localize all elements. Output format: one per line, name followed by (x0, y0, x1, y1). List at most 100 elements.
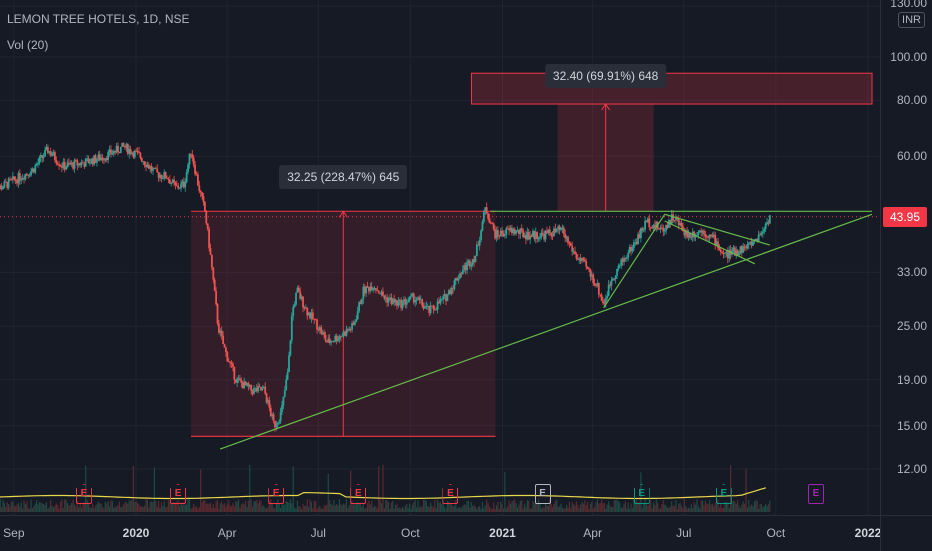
candle-body (377, 290, 380, 294)
candle-body (513, 229, 516, 234)
earnings-marker[interactable]: E (442, 484, 459, 504)
earnings-marker[interactable]: E (170, 484, 187, 504)
chart-canvas[interactable] (0, 0, 880, 515)
candle-body (487, 213, 489, 219)
volume-bar (665, 505, 667, 512)
volume-bar (532, 501, 534, 512)
volume-bar (669, 506, 671, 512)
candle-body (93, 155, 96, 165)
candle-body (677, 219, 680, 226)
candle-body (537, 238, 540, 240)
earnings-marker[interactable]: E (633, 484, 650, 504)
volume-bar (580, 504, 582, 512)
earnings-marker[interactable]: E (534, 484, 551, 504)
candle-body (618, 265, 621, 267)
candle-body (355, 319, 358, 322)
candle-body (363, 286, 366, 294)
volume-bar (758, 508, 760, 512)
chart-plot-area[interactable]: LEMON TREE HOTELS, 1D, NSE Vol (20) 32.2… (0, 0, 880, 515)
candle-body (166, 178, 168, 180)
volume-bar (202, 499, 205, 512)
volume-bar (751, 504, 753, 512)
earnings-marker[interactable]: E (715, 484, 732, 504)
price-axis[interactable]: INR 43.95 130.00 100.00 80.00 60.00 33.00 25.… (880, 0, 932, 515)
candle-body (499, 230, 502, 237)
earnings-marker[interactable]: E (75, 484, 92, 504)
candle-body (543, 233, 546, 240)
candle-body (604, 298, 607, 304)
volume-bar (326, 504, 328, 512)
axis-corner (880, 515, 932, 551)
volume-bar (661, 503, 663, 512)
volume-bar (435, 508, 437, 512)
time-axis[interactable]: Sep 2020 Apr Jul Oct 2021 Apr Jul Oct 2022 (0, 515, 881, 551)
candle-body (35, 164, 38, 166)
volume-bar (191, 508, 193, 512)
volume-bar (284, 504, 286, 512)
volume-bar (470, 501, 472, 512)
candle-body (7, 178, 10, 188)
volume-bar (451, 504, 453, 512)
volume-bar (551, 506, 554, 512)
volume-bar (504, 471, 506, 512)
volume-bar (36, 500, 38, 512)
candle-body (139, 152, 142, 158)
candle-body (568, 242, 571, 244)
candle-body (632, 242, 635, 249)
volume-bar (574, 505, 576, 512)
candle-body (220, 330, 223, 336)
volume-bar (697, 506, 699, 512)
volume-bar (417, 500, 419, 512)
volume-bar (399, 507, 401, 512)
candle-body (482, 211, 485, 222)
volume-bar (302, 503, 304, 512)
candle-body (126, 143, 129, 154)
candle-body (309, 312, 311, 319)
candle-body (585, 261, 588, 267)
earnings-marker[interactable]: E (350, 484, 367, 504)
volume-bar (594, 506, 596, 512)
candle-body (112, 150, 115, 154)
ascending-trendline (219, 213, 873, 450)
earnings-marker[interactable]: E (807, 484, 824, 504)
candle-body (697, 232, 700, 235)
candle-body (192, 157, 195, 165)
volume-bar (128, 500, 130, 512)
volume-bar (509, 503, 512, 512)
volume-bar (666, 507, 669, 512)
candle-body (358, 302, 361, 312)
candle-body (337, 339, 339, 342)
currency-label[interactable]: INR (898, 12, 925, 28)
volume-indicator-label[interactable]: Vol (20) (7, 38, 49, 52)
volume-bar (512, 500, 514, 512)
candle-body (233, 366, 236, 380)
candle-body (557, 226, 560, 230)
candle-body (658, 228, 661, 230)
candle-body (317, 329, 320, 331)
candle-body (86, 158, 89, 160)
candle-body (195, 173, 198, 175)
volume-bar (90, 507, 92, 512)
candle-body (167, 178, 170, 180)
symbol-title[interactable]: LEMON TREE HOTELS, 1D, NSE (7, 12, 190, 26)
candle-body (582, 258, 585, 260)
volume-bar (479, 506, 481, 512)
volume-bar (303, 506, 306, 512)
volume-bar (459, 507, 461, 512)
volume-bar (320, 508, 322, 512)
volume-bar (749, 506, 751, 512)
candle-body (376, 290, 379, 292)
volume-bar (570, 507, 572, 512)
volume-bar (488, 506, 491, 512)
earnings-marker[interactable]: E (268, 484, 285, 504)
volume-bar (270, 499, 272, 512)
candle-body (613, 278, 616, 280)
candle-body (225, 347, 227, 352)
volume-bar (460, 508, 463, 512)
candle-body (488, 218, 491, 224)
candle-body (32, 168, 35, 173)
volume-bar (120, 507, 122, 512)
volume-bar (310, 502, 313, 512)
volume-bar (518, 504, 520, 512)
candle-body (174, 182, 177, 185)
